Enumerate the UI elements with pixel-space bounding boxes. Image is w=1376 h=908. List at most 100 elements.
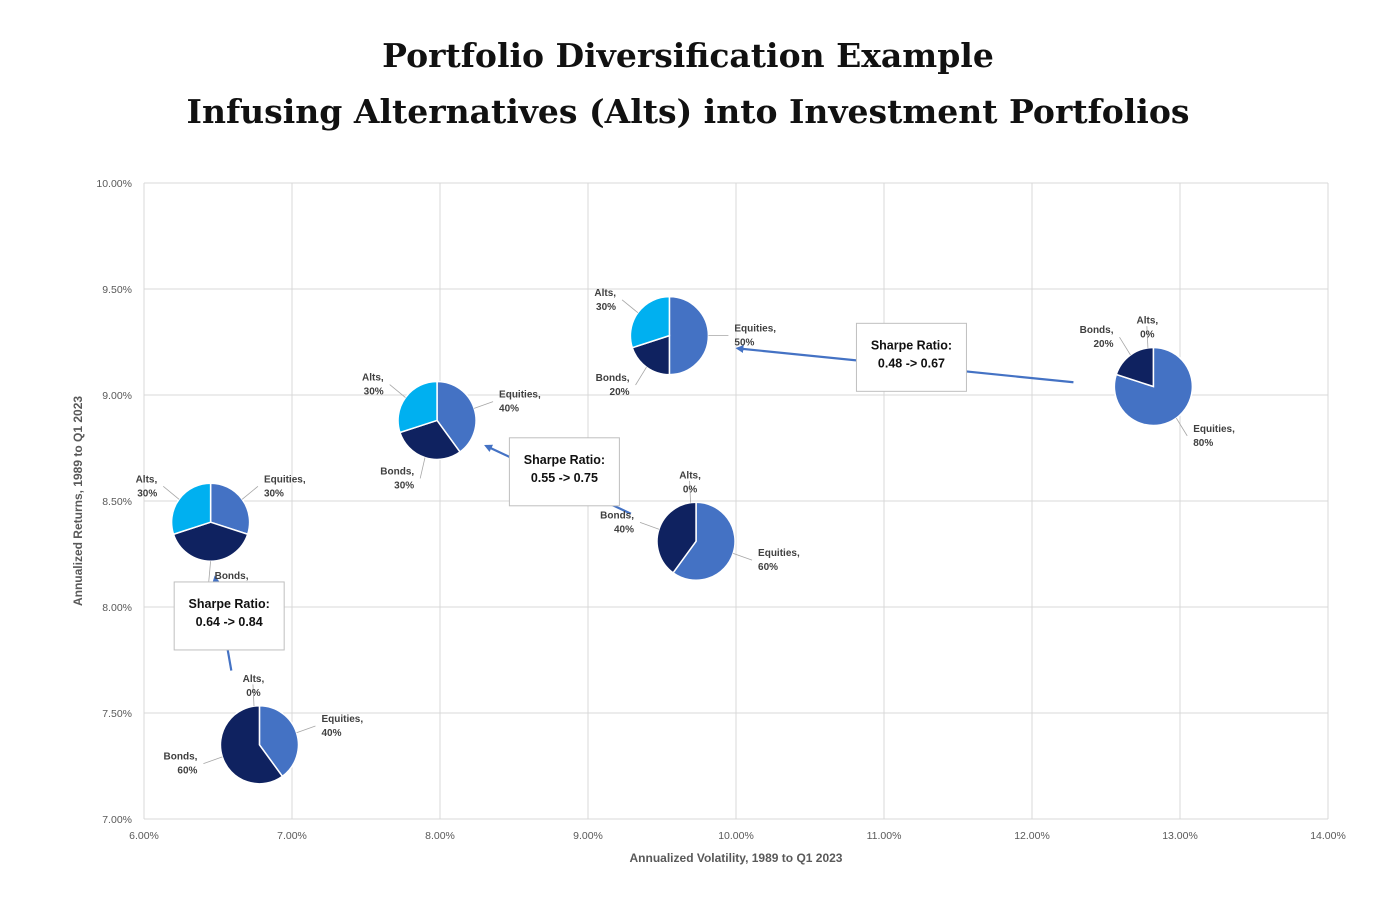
slice-label: Alts, 30% [362, 373, 384, 398]
slice-label-line: 30% [264, 488, 284, 499]
x-tick-label: 13.00% [1162, 830, 1198, 842]
slice-label-line: 30% [364, 387, 384, 398]
gridlines [143, 182, 1329, 820]
callout-text: 0.55 -> 0.75 [531, 471, 598, 485]
arrows [212, 344, 1074, 671]
x-axis-title: Annualized Volatility, 1989 to Q1 2023 [630, 851, 843, 865]
slice-label-line: 30% [394, 480, 414, 491]
slice-label: Equities, 60% [758, 548, 800, 573]
chart-title: Portfolio Diversification Example [382, 36, 994, 75]
y-tick-label: 10.00% [96, 178, 132, 190]
slice-label: Equities, 40% [499, 390, 541, 415]
slice-label-line: 40% [614, 524, 634, 535]
leader-line [621, 299, 639, 314]
pie-slice-equities [209, 482, 251, 536]
x-tick-label: 9.00% [573, 830, 603, 842]
slice-label-line: 30% [137, 488, 157, 499]
pie-slice-bonds [172, 521, 249, 562]
callout-text: 0.48 -> 0.67 [878, 356, 945, 370]
slice-label-line: 50% [734, 338, 754, 349]
slice-label-line: 20% [610, 387, 630, 398]
callout-text: Sharpe Ratio: [871, 338, 952, 352]
x-tick-label: 8.00% [425, 830, 455, 842]
slice-label: Alts, 30% [136, 474, 158, 499]
axes: 6.00% 7.00% 8.00% 9.00% 10.00% 11.00% 12.00% 13… [71, 178, 1346, 865]
callouts: Sharpe Ratio: 0.64 -> 0.84 Sharpe Ratio: 0.… [173, 322, 967, 651]
leader-line [296, 725, 316, 734]
y-tick-label: 7.50% [102, 708, 132, 720]
slice-label: Equities, 50% [734, 324, 776, 349]
callout-box [855, 322, 967, 392]
portfolio-pie [1113, 326, 1194, 437]
callout-text: Sharpe Ratio: [524, 453, 605, 467]
slice-label-line: Bonds, [380, 466, 414, 477]
callout-box [173, 581, 285, 651]
leader-line [689, 480, 692, 503]
slice-label-line: 0% [683, 484, 698, 495]
leader-line [1146, 326, 1149, 348]
leader-line [203, 756, 223, 765]
sharpe-callout: Sharpe Ratio: 0.55 -> 0.75 [508, 437, 620, 507]
slice-label-line: 30% [596, 302, 616, 313]
slice-label-line: 20% [1093, 339, 1113, 350]
y-tick-label: 8.00% [102, 602, 132, 614]
leader-line [732, 552, 753, 561]
slice-label: Alts, 30% [594, 288, 616, 313]
slice-label: Bonds, 60% [164, 752, 198, 777]
sharpe-callout: Sharpe Ratio: 0.64 -> 0.84 [173, 581, 285, 651]
slice-label-line: Equities, [499, 390, 541, 401]
slice-label: Bonds, 20% [1080, 325, 1114, 350]
slice-label-line: Equities, [758, 548, 800, 559]
callout-box [508, 437, 620, 507]
slice-label-line: 0% [1140, 330, 1155, 341]
pie-slice-equities [436, 380, 477, 454]
pie-slice-alts [629, 295, 671, 349]
y-tick-label: 9.00% [102, 390, 132, 402]
pie-slice-alts [397, 380, 438, 434]
chart-header: Portfolio Diversification Example Infusi… [0, 28, 1376, 140]
leader-line [1175, 417, 1188, 437]
pie-markers: Equities, 40% Bonds, 60% Alts, 0% Equities, 30%… [136, 288, 1235, 785]
leader-line [162, 486, 180, 500]
slice-label-line: Alts, [1137, 316, 1159, 327]
x-tick-label: 14.00% [1310, 830, 1346, 842]
leader-line [252, 684, 255, 707]
pie-slice-equities [672, 501, 736, 582]
x-tick-label: 7.00% [277, 830, 307, 842]
leader-line [389, 384, 406, 398]
x-tick-label: 10.00% [718, 830, 754, 842]
slice-label-line: Alts, [136, 474, 158, 485]
pie-slice-bonds [1115, 346, 1155, 388]
callout-text: 0.64 -> 0.84 [196, 615, 263, 629]
slice-label-line: Alts, [362, 373, 384, 384]
pie-slice-alts [170, 482, 212, 536]
leader-line [473, 401, 494, 409]
leader-line [1119, 336, 1131, 356]
leader-line [419, 457, 426, 479]
slice-label-line: 60% [177, 766, 197, 777]
pie-slice-bonds [399, 419, 462, 461]
x-tick-label: 6.00% [129, 830, 159, 842]
portfolio-pie [162, 482, 259, 584]
slice-label-line: 0% [246, 688, 261, 699]
slice-label: Bonds, 40% [600, 510, 634, 535]
slice-label-line: Bonds, [164, 752, 198, 763]
portfolio-pie [389, 380, 494, 479]
slice-label: Alts, 0% [243, 674, 265, 699]
pie-slice-equities [668, 295, 710, 376]
sharpe-callout: Sharpe Ratio: 0.48 -> 0.67 [855, 322, 967, 392]
slice-label-line: Bonds, [600, 510, 634, 521]
slice-label-line: Alts, [679, 470, 701, 481]
slice-label-line: Alts, [243, 674, 265, 685]
portfolio-pie [621, 295, 729, 386]
leader-line [208, 561, 211, 584]
slice-label: Equities, 40% [321, 714, 363, 739]
slice-label: Alts, 0% [1137, 316, 1159, 341]
pie-slice-equities [258, 705, 300, 778]
leader-line [241, 486, 259, 500]
chart-subtitle: Infusing Alternatives (Alts) into Invest… [186, 92, 1190, 131]
y-tick-label: 8.50% [102, 496, 132, 508]
leader-line [639, 522, 660, 530]
slice-label-line: 80% [1193, 438, 1213, 449]
y-axis-title: Annualized Returns, 1989 to Q1 2023 [71, 396, 85, 606]
